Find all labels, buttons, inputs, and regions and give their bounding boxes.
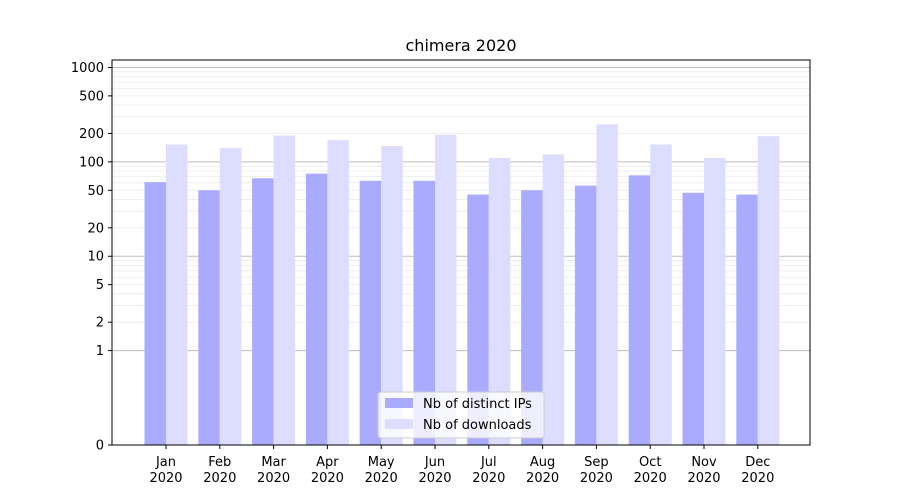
bar (144, 182, 166, 445)
bar (488, 157, 511, 445)
x-tick-label-line: Oct (639, 455, 661, 470)
x-tick-label: Jan 2020 (149, 455, 182, 486)
x-tick-label-line: 2020 (634, 471, 667, 486)
x-tick-label: Apr 2020 (311, 455, 344, 486)
bar (574, 185, 597, 445)
y-tick-label: 1 (96, 344, 104, 359)
x-tick-label-line: Apr (316, 455, 339, 470)
bar (435, 134, 457, 445)
legend: Nb of distinct IPs Nb of downloads (377, 391, 545, 439)
bar (166, 144, 188, 445)
bar (359, 180, 382, 445)
x-tick-label-line: 2020 (311, 471, 344, 486)
x-tick-label: Jul 2020 (472, 455, 505, 486)
y-tick-label: 100 (79, 155, 104, 170)
bar (413, 180, 435, 445)
y-tick-label: 500 (79, 89, 104, 104)
y-tick-label: 5 (96, 278, 104, 293)
x-tick-label: Sep 2020 (580, 455, 613, 486)
x-tick-label: Feb 2020 (203, 455, 236, 486)
legend-label: Nb of distinct IPs (423, 397, 532, 412)
x-tick-label-line: Jun (424, 455, 445, 470)
x-tick-label-line: Feb (208, 455, 231, 470)
x-tick-label-line: 2020 (149, 471, 182, 486)
bar (252, 178, 274, 445)
bar (381, 146, 403, 446)
bar (682, 192, 704, 445)
x-tick-label-line: 2020 (365, 471, 398, 486)
bars (144, 124, 780, 446)
legend-swatch (385, 419, 413, 429)
x-tick-label-line: 2020 (741, 471, 774, 486)
x-tick-label-line: Jul (480, 455, 497, 470)
bar (521, 190, 543, 445)
legend-box (377, 391, 545, 439)
bar (596, 124, 618, 446)
x-tick-label-line: May (368, 455, 395, 470)
bar (327, 140, 349, 445)
y-tick-label: 0 (96, 439, 104, 454)
bar (628, 175, 651, 446)
x-tick-label: May 2020 (365, 455, 398, 486)
y-axis: 0 1 2 5 10 20 50 100 200 500 1000 (71, 61, 112, 454)
bar (736, 194, 758, 445)
bar (219, 148, 242, 445)
x-tick-label-line: Nov (691, 455, 717, 470)
legend-label: Nb of downloads (423, 418, 532, 433)
x-tick-label-line: Jan (155, 455, 176, 470)
bar (273, 135, 296, 445)
x-tick-label-line: 2020 (257, 471, 290, 486)
x-tick-label: Aug 2020 (526, 455, 559, 486)
bar (467, 194, 489, 445)
x-tick-label-line: 2020 (418, 471, 451, 486)
y-tick-label: 50 (87, 184, 104, 199)
bar (198, 190, 220, 445)
x-tick-label-line: Sep (584, 455, 609, 470)
x-tick-label: Jun 2020 (418, 455, 451, 486)
y-tick-label: 20 (87, 221, 104, 236)
plot-frame (111, 59, 811, 446)
y-tick-label: 1000 (71, 61, 104, 76)
x-tick-label-line: Aug (530, 455, 555, 470)
bar (650, 144, 672, 445)
x-tick-label-line: Dec (745, 455, 770, 470)
x-tick-label-line: Mar (261, 455, 286, 470)
y-tick-label: 10 (87, 250, 104, 265)
bar (757, 136, 780, 446)
bar (542, 154, 565, 445)
x-tick-label-line: 2020 (203, 471, 236, 486)
y-tick-label: 2 (96, 316, 104, 331)
x-tick-label: Dec 2020 (741, 455, 774, 486)
x-tick-label-line: 2020 (687, 471, 720, 486)
x-tick-label-line: 2020 (526, 471, 559, 486)
x-tick-label-line: 2020 (472, 471, 505, 486)
x-tick-label: Mar 2020 (257, 455, 290, 486)
x-tick-label: Nov 2020 (687, 455, 720, 486)
chart-title: chimera 2020 (406, 36, 517, 55)
x-tick-label: Oct 2020 (634, 455, 667, 486)
bar (704, 157, 726, 445)
bar (305, 173, 328, 446)
legend-swatch (385, 398, 413, 408)
x-tick-label-line: 2020 (580, 471, 613, 486)
y-tick-label: 200 (79, 127, 104, 142)
